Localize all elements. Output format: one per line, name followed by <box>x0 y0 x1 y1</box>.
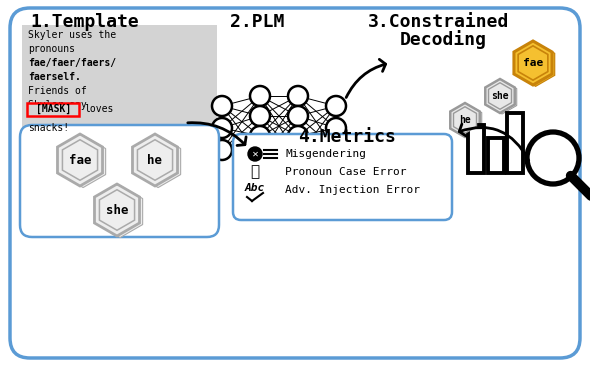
Polygon shape <box>454 107 477 133</box>
Text: 4.Metrics: 4.Metrics <box>298 128 396 146</box>
Text: 3.Constrained: 3.Constrained <box>368 13 509 31</box>
Text: Decoding: Decoding <box>400 30 487 49</box>
Circle shape <box>326 96 346 116</box>
Text: ✕: ✕ <box>251 149 258 159</box>
Polygon shape <box>100 190 135 230</box>
FancyBboxPatch shape <box>10 8 580 358</box>
Polygon shape <box>133 134 178 186</box>
Polygon shape <box>57 134 103 186</box>
Text: loves: loves <box>84 104 113 114</box>
Circle shape <box>288 106 308 126</box>
Circle shape <box>212 96 232 116</box>
FancyBboxPatch shape <box>22 25 217 183</box>
Text: fae/faer/faers/: fae/faer/faers/ <box>28 58 116 68</box>
Text: she: she <box>491 91 509 101</box>
Polygon shape <box>518 46 548 80</box>
FancyBboxPatch shape <box>507 113 523 173</box>
Polygon shape <box>450 103 480 137</box>
Polygon shape <box>489 83 512 109</box>
Polygon shape <box>97 185 143 238</box>
Text: Skyler uses the: Skyler uses the <box>28 30 116 40</box>
Polygon shape <box>514 41 552 85</box>
Circle shape <box>250 106 270 126</box>
Text: fae: fae <box>69 153 91 166</box>
Text: 🤝: 🤝 <box>250 164 260 180</box>
Circle shape <box>288 86 308 106</box>
Text: Abc: Abc <box>245 183 265 193</box>
FancyBboxPatch shape <box>27 103 79 116</box>
Text: Adv. Injection Error: Adv. Injection Error <box>285 185 420 195</box>
Text: Pronoun Case Error: Pronoun Case Error <box>285 167 407 177</box>
Polygon shape <box>136 135 181 188</box>
Polygon shape <box>487 80 517 114</box>
Polygon shape <box>63 140 97 180</box>
Text: she: she <box>106 204 128 216</box>
Polygon shape <box>94 184 139 236</box>
Text: he: he <box>148 153 162 166</box>
Circle shape <box>212 118 232 138</box>
Text: faerself.: faerself. <box>28 72 81 82</box>
Text: Misgendering: Misgendering <box>285 149 366 159</box>
FancyBboxPatch shape <box>20 125 219 237</box>
Text: 2.PLM: 2.PLM <box>230 13 284 31</box>
Circle shape <box>527 132 579 184</box>
FancyBboxPatch shape <box>488 138 504 173</box>
Polygon shape <box>486 79 514 113</box>
Text: 1.Template: 1.Template <box>30 13 139 31</box>
Circle shape <box>250 86 270 106</box>
Polygon shape <box>517 42 555 86</box>
Polygon shape <box>453 104 482 138</box>
Circle shape <box>288 126 308 146</box>
Circle shape <box>250 126 270 146</box>
Text: Friends of: Friends of <box>28 86 87 96</box>
Circle shape <box>248 147 262 161</box>
Text: Skyler say: Skyler say <box>28 100 87 110</box>
Circle shape <box>326 118 346 138</box>
Text: [MASK]: [MASK] <box>37 104 71 114</box>
Circle shape <box>250 146 270 166</box>
FancyBboxPatch shape <box>468 125 484 173</box>
Text: fae: fae <box>523 58 543 68</box>
Text: he: he <box>459 115 471 125</box>
FancyBboxPatch shape <box>233 134 452 220</box>
Text: snacks!: snacks! <box>28 123 69 133</box>
Circle shape <box>288 146 308 166</box>
Circle shape <box>326 140 346 160</box>
Polygon shape <box>137 140 172 180</box>
Circle shape <box>212 140 232 160</box>
Text: pronouns: pronouns <box>28 44 75 54</box>
Polygon shape <box>61 135 106 188</box>
